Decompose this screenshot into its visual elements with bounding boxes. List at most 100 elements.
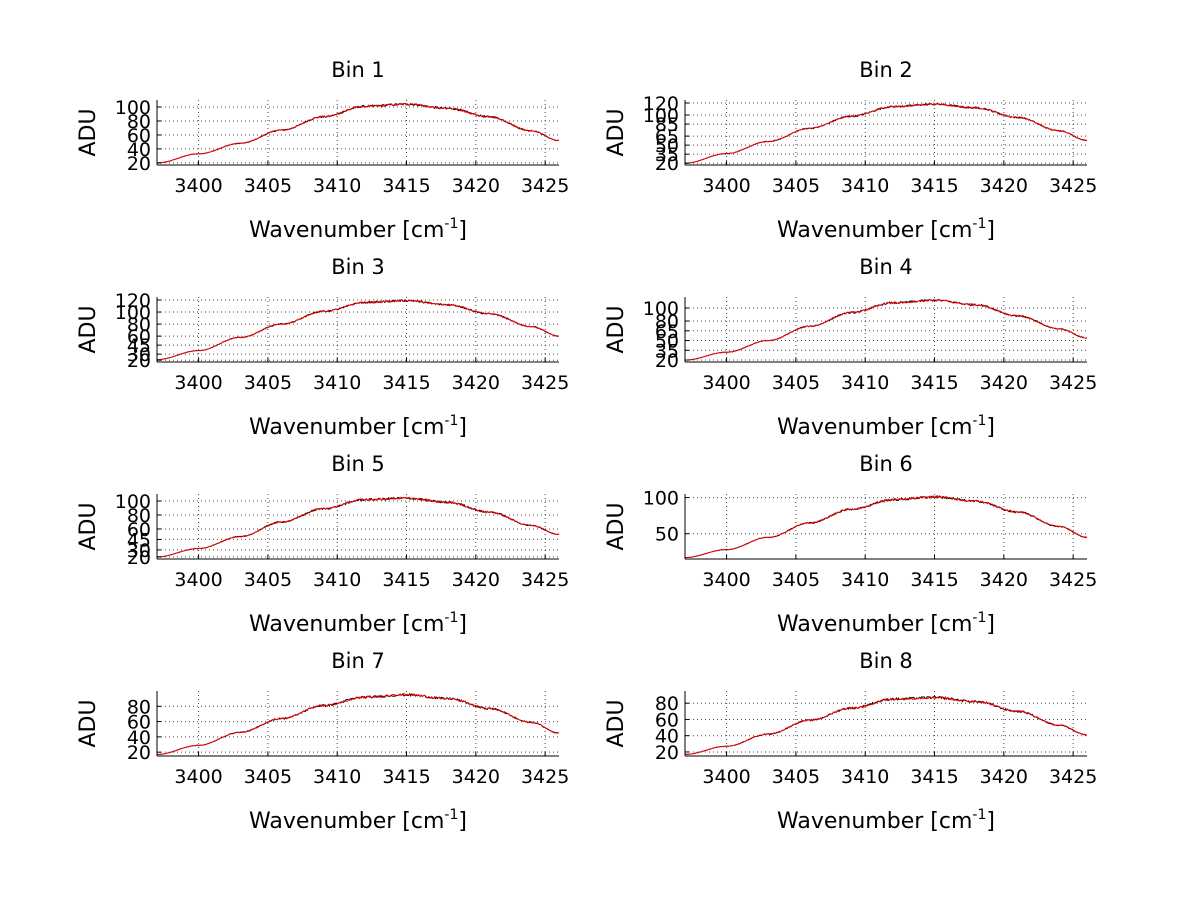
spectrum-line-2	[684, 298, 1087, 361]
x-tick-label: 3420	[452, 766, 500, 788]
x-tick-label: 3400	[174, 766, 222, 788]
y-axis-label: ADU	[604, 502, 629, 550]
spectrum-line-1	[157, 496, 560, 558]
x-tick-label: 3425	[1049, 766, 1097, 788]
y-tick-label: 60	[127, 125, 151, 147]
y-tick-label: 100	[643, 488, 679, 510]
subplot-3: 3400 3405 3410 3415 3420 3425 2030456080100120…	[76, 255, 569, 440]
x-tick-label: 3410	[841, 569, 889, 591]
y-tick-label: 120	[643, 93, 679, 115]
x-tick-label: 3410	[313, 372, 361, 394]
x-axis-label: Wavenumber [cm-1]	[249, 807, 467, 834]
x-tick-label: 3410	[841, 372, 889, 394]
y-tick-label: 40	[127, 727, 151, 749]
x-tick-label: 3410	[841, 175, 889, 197]
subplot-title: Bin 7	[331, 649, 385, 673]
y-axis-label: ADU	[76, 699, 101, 747]
spectrum-line-2	[157, 102, 560, 164]
x-tick-label: 3415	[910, 175, 958, 197]
x-tick-label: 3425	[1049, 569, 1097, 591]
y-axis-label: ADU	[76, 502, 101, 550]
spectrum-line-2	[157, 693, 560, 755]
subplot-2: 3400 3405 3410 3415 3420 3425 2035506585100120…	[604, 58, 1097, 243]
x-tick-label: 3425	[521, 766, 569, 788]
y-tick-label: 20	[127, 350, 151, 372]
spectrum-line-1	[157, 299, 560, 361]
x-tick-label: 3400	[174, 372, 222, 394]
x-tick-label: 3420	[980, 175, 1028, 197]
y-tick-label: 60	[655, 709, 679, 731]
y-tick-label: 35	[655, 144, 679, 166]
x-axis-label: Wavenumber [cm-1]	[777, 413, 995, 440]
spectrum-line-2	[685, 695, 1088, 755]
y-axis-label: ADU	[604, 108, 629, 156]
x-tick-label: 3425	[521, 569, 569, 591]
x-tick-label: 3405	[244, 766, 292, 788]
x-axis-label: Wavenumber [cm-1]	[249, 216, 467, 243]
x-tick-label: 3420	[980, 569, 1028, 591]
x-tick-label: 3415	[382, 766, 430, 788]
y-tick-label: 45	[127, 335, 151, 357]
x-axis-label: Wavenumber [cm-1]	[777, 610, 995, 637]
x-tick-label: 3420	[980, 372, 1028, 394]
spectrum-line-2	[684, 494, 1088, 559]
y-tick-label: 45	[127, 529, 151, 551]
x-tick-label: 3400	[702, 569, 750, 591]
y-tick-label: 40	[127, 139, 151, 161]
x-axis-label: Wavenumber [cm-1]	[777, 807, 995, 834]
spectrum-line-1	[684, 495, 1088, 559]
x-tick-label: 3415	[382, 175, 430, 197]
x-tick-label: 3425	[521, 372, 569, 394]
y-tick-label: 35	[655, 340, 679, 362]
x-axis-label: Wavenumber [cm-1]	[249, 413, 467, 440]
x-tick-label: 3400	[174, 569, 222, 591]
subplot-6: 3400 3405 3410 3415 3420 3425 50 100 Bin 6 Wavenu…	[604, 452, 1097, 637]
y-tick-label: 120	[115, 290, 151, 312]
x-tick-label: 3420	[452, 175, 500, 197]
y-axis-label: ADU	[604, 699, 629, 747]
y-tick-label: 100	[643, 105, 679, 127]
x-tick-label: 3425	[1049, 175, 1097, 197]
spectrum-line-2	[685, 102, 1088, 164]
x-tick-label: 3400	[702, 766, 750, 788]
x-tick-label: 3415	[382, 372, 430, 394]
y-tick-label: 30	[127, 540, 151, 562]
x-tick-label: 3415	[910, 372, 958, 394]
subplot-title: Bin 2	[859, 58, 913, 82]
y-axis-label: ADU	[76, 108, 101, 156]
y-tick-label: 30	[127, 344, 151, 366]
y-tick-label: 100	[643, 298, 679, 320]
x-tick-label: 3405	[772, 569, 820, 591]
y-tick-label: 50	[655, 331, 679, 353]
y-tick-label: 80	[127, 111, 151, 133]
y-tick-label: 80	[127, 696, 151, 718]
spectrum-line-1	[156, 692, 560, 756]
subplot-title: Bin 6	[859, 452, 913, 476]
x-tick-label: 3425	[1049, 372, 1097, 394]
x-tick-label: 3425	[521, 175, 569, 197]
x-tick-label: 3415	[910, 569, 958, 591]
subplot-title: Bin 3	[331, 255, 385, 279]
y-tick-label: 100	[115, 491, 151, 513]
x-tick-label: 3405	[244, 569, 292, 591]
y-tick-label: 20	[127, 742, 151, 764]
subplot-title: Bin 5	[331, 452, 385, 476]
y-axis-label: ADU	[604, 305, 629, 353]
x-tick-label: 3410	[313, 569, 361, 591]
x-tick-label: 3405	[772, 175, 820, 197]
x-tick-label: 3415	[382, 569, 430, 591]
y-tick-label: 100	[115, 302, 151, 324]
x-tick-label: 3420	[452, 372, 500, 394]
x-tick-label: 3400	[174, 175, 222, 197]
y-tick-label: 20	[655, 153, 679, 175]
spectrum-line-1	[684, 695, 1088, 755]
y-tick-label: 20	[127, 153, 151, 175]
x-tick-label: 3420	[980, 766, 1028, 788]
y-tick-label: 20	[655, 742, 679, 764]
